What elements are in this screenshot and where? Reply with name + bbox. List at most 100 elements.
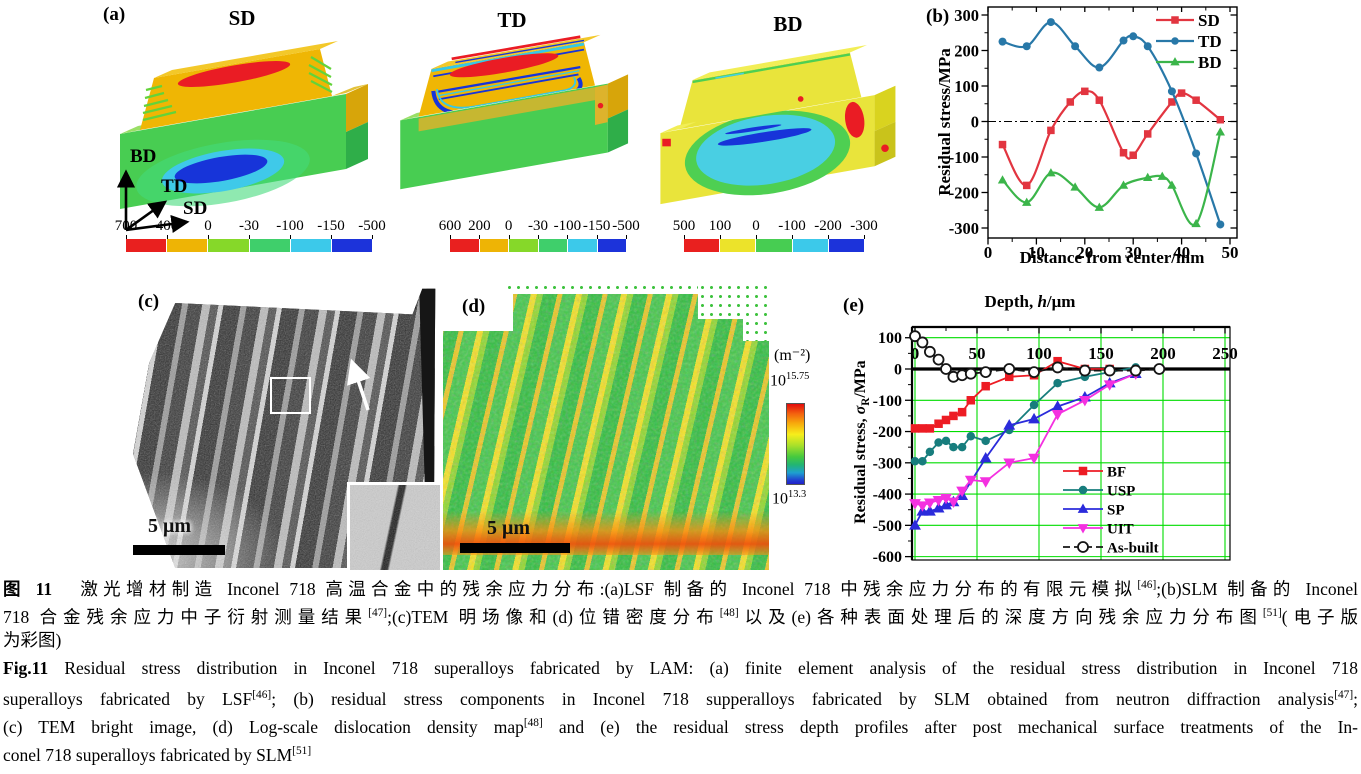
x-tick-label: 150	[1088, 344, 1114, 363]
series-marker	[1168, 98, 1176, 106]
caption-text: ;(c)TEM 明场像和(d)位错密度分布	[387, 606, 720, 627]
x-tick-label: 40	[1173, 243, 1190, 262]
tem-bright-field-image: 5 μm	[133, 283, 458, 573]
series-marker	[981, 436, 990, 446]
x-tick-label: 20	[1076, 243, 1093, 262]
fem-block-bd-title: BD	[773, 12, 803, 36]
tem-arrow	[347, 358, 371, 411]
series-marker	[1153, 363, 1166, 375]
caption-text: ;	[1353, 689, 1358, 710]
y-tick-label: -200	[873, 424, 902, 441]
fem-block-sd-title: SD	[228, 6, 256, 30]
series-marker	[1129, 32, 1138, 41]
caption-text: Residual stress distribution in Inconel …	[48, 657, 1358, 678]
colorbar-tick-label: 0	[204, 218, 212, 234]
caption-text: 为彩图)	[3, 630, 62, 651]
series-marker	[1177, 89, 1186, 97]
legend-label: BF	[1107, 465, 1126, 481]
legend-label: BD	[1198, 53, 1222, 72]
series-marker	[957, 407, 967, 417]
series-line	[1001, 90, 1221, 187]
dislocation-colorbar: (m⁻²) 1015.75 1013.3	[760, 345, 852, 520]
series-marker	[964, 367, 977, 380]
colorbar-tick	[756, 235, 757, 239]
series-marker	[979, 477, 992, 488]
series-marker	[932, 496, 945, 507]
caption-text: conel 718 superalloys fabricated by SLM	[3, 744, 293, 765]
colorbar-tick-label: 700	[114, 218, 138, 234]
series-marker	[1215, 127, 1226, 136]
series-marker	[1028, 453, 1040, 465]
series-marker	[1191, 218, 1201, 228]
caption-line: 图 11 激光增材制造 Inconel 718 高温合金中的残余应力分布:(a)…	[3, 572, 1358, 600]
series-marker	[1192, 149, 1201, 158]
series-marker	[1077, 541, 1089, 553]
series-marker	[1022, 181, 1031, 190]
colorbar-tick-label: 100	[708, 218, 732, 234]
triad-sd-label: SD	[183, 198, 207, 219]
colorbar-bd: 500 100 0 -100 -200 -300	[666, 218, 882, 252]
colorbar-segments	[450, 239, 626, 252]
series-marker	[934, 438, 943, 447]
caption-line: superalloys fabricated by LSF[46]; (b) r…	[3, 682, 1358, 710]
series-marker	[1216, 220, 1225, 229]
panel-e-label: (e)	[843, 295, 865, 316]
series-marker	[923, 505, 936, 516]
caption-reference: [46]	[1137, 579, 1157, 591]
tem-scale-bar	[133, 545, 225, 555]
tem-scale-text: 5 μm	[148, 515, 191, 537]
series-marker	[998, 37, 1007, 46]
colorbar-tick	[290, 235, 291, 239]
colorbar-segment	[207, 239, 249, 252]
caption-text: (c) TEM bright image, (d) Log-scale disl…	[3, 716, 524, 737]
series-marker	[1094, 202, 1105, 211]
y-tick-label: 100	[878, 330, 902, 347]
colorbar-segment	[827, 239, 865, 252]
colorbar-segment	[791, 239, 828, 252]
colorbar-tick-label: -100	[276, 218, 304, 234]
colorbar-segment	[248, 239, 290, 252]
fem-block-bd	[660, 44, 896, 205]
series-marker	[1046, 168, 1056, 177]
series-marker	[909, 330, 921, 343]
caption-line: (c) TEM bright image, (d) Log-scale disl…	[3, 710, 1358, 738]
x-tick-label: 100	[1026, 344, 1052, 363]
colorbar-tick	[538, 235, 539, 239]
series-line	[914, 372, 1137, 526]
y-tick-label: 0	[971, 113, 979, 132]
series-marker	[1053, 378, 1062, 388]
series-marker	[1051, 400, 1064, 411]
colorbar-segment	[719, 239, 756, 252]
series-marker	[1078, 395, 1091, 407]
series-marker	[1119, 148, 1128, 157]
series-marker	[981, 381, 990, 391]
series-marker	[934, 419, 943, 428]
series-line	[915, 366, 1136, 463]
series-marker	[1046, 18, 1055, 27]
map-white-patch	[698, 283, 769, 319]
colorbar-sd: 700 400 0 -30 -100 -150 -500	[108, 218, 390, 252]
series-marker	[918, 424, 927, 433]
colorbar-tick	[720, 235, 721, 239]
colorbar-tick-label: -500	[358, 218, 386, 234]
colorbar-segment	[330, 239, 373, 252]
series-marker	[947, 497, 960, 509]
series-marker	[1022, 197, 1032, 206]
colorbar-segment	[450, 239, 479, 252]
colorbar-tick-label: -500	[612, 218, 640, 234]
colorbar-tick	[684, 235, 685, 239]
colorbar-segment	[684, 239, 720, 252]
series-marker	[1028, 412, 1040, 424]
colorbar-tick	[249, 235, 250, 239]
chart-e-svg: 0 50 100 150 200 250 100 0 -100 -200 -300 -400 -500 -…	[873, 325, 1238, 566]
series-marker	[949, 411, 958, 421]
series-marker	[1118, 180, 1129, 189]
colorbar-tick	[126, 235, 127, 239]
y-tick-label: -100	[873, 393, 902, 410]
colorbar-tick-label: -150	[582, 218, 611, 234]
colorbar-segment	[289, 239, 331, 252]
legend-label: As-built	[1107, 541, 1159, 557]
series-marker	[1070, 182, 1080, 191]
map-white-strip	[505, 283, 701, 294]
